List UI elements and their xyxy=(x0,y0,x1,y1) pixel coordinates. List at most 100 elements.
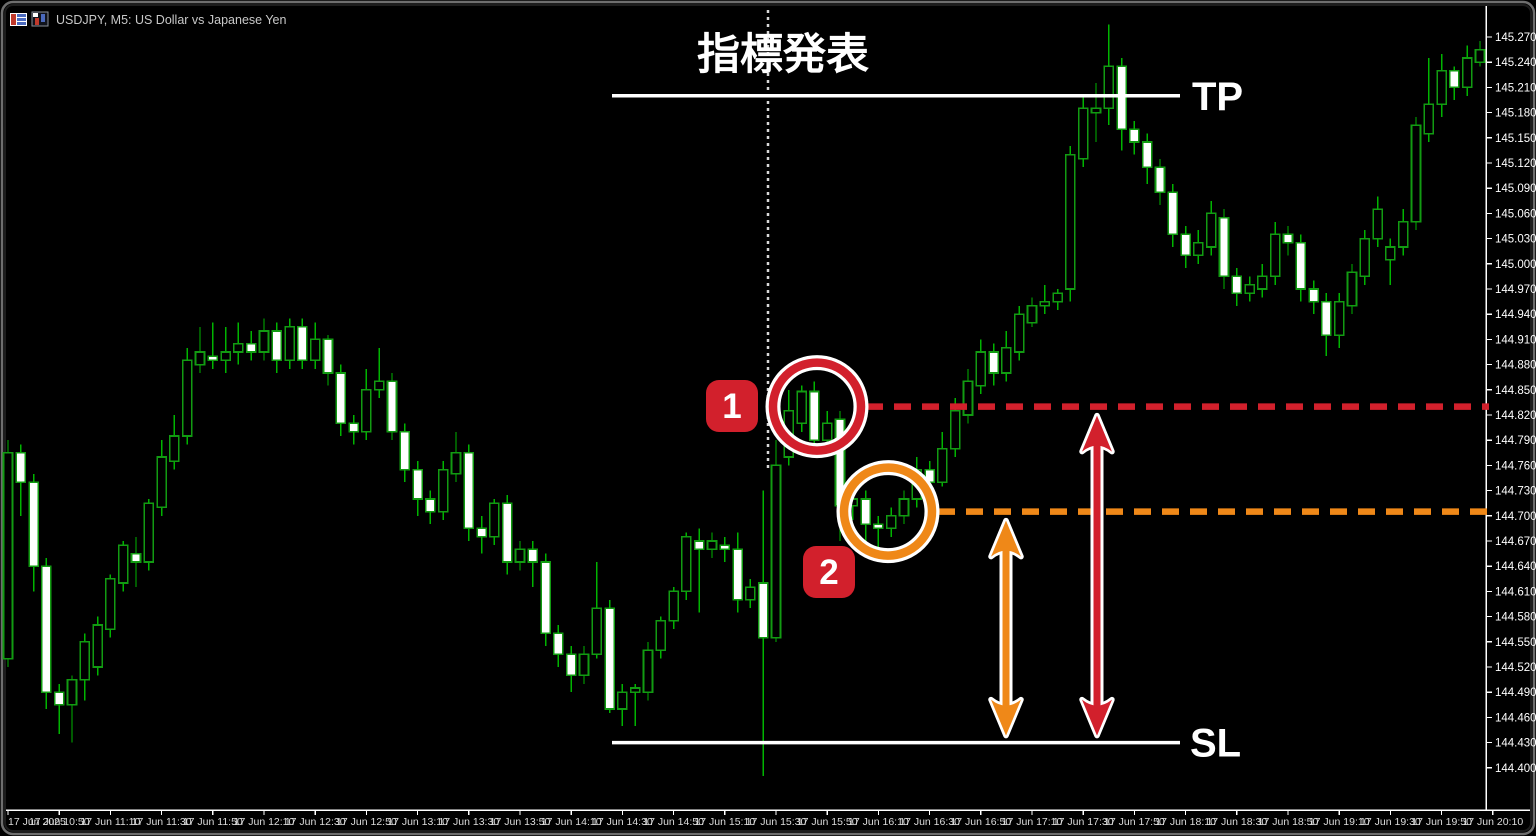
candle xyxy=(1397,209,1409,256)
candle xyxy=(1449,66,1460,100)
time-label: 17 Jun 12:50 xyxy=(336,816,397,828)
candle xyxy=(194,326,206,373)
candle xyxy=(1321,293,1332,357)
candle xyxy=(937,431,948,487)
candle xyxy=(233,322,244,365)
badge-1-label: 1 xyxy=(722,387,741,426)
candle xyxy=(41,557,52,709)
candle xyxy=(348,415,359,445)
time-label: 17 Jun 12:30 xyxy=(285,816,346,828)
candle xyxy=(220,326,231,373)
candle xyxy=(476,515,487,554)
time-label: 17 Jun 15:50 xyxy=(797,816,858,828)
candlestick-chart xyxy=(2,24,1486,777)
time-label: 17 Jun 18:50 xyxy=(1258,816,1319,828)
time-label: 17 Jun 10:50 xyxy=(29,816,90,828)
candle xyxy=(553,625,564,667)
candle xyxy=(732,532,743,613)
time-label: 17 Jun 18:30 xyxy=(1206,816,1267,828)
candle xyxy=(693,528,705,613)
candle xyxy=(1436,53,1447,117)
candle xyxy=(1039,284,1051,315)
candle xyxy=(1244,276,1255,302)
chart-list-icon xyxy=(10,13,27,26)
badge-1: 1 xyxy=(706,380,758,432)
candle xyxy=(1269,221,1281,285)
candle xyxy=(245,331,257,361)
time-label: 17 Jun 18:10 xyxy=(1155,816,1216,828)
candle xyxy=(1372,196,1383,247)
candle xyxy=(1026,297,1038,327)
price-label: 144.460 xyxy=(1495,712,1536,724)
price-label: 145.270 xyxy=(1495,32,1536,44)
candle xyxy=(117,541,129,592)
candlestick-window-icon xyxy=(31,11,49,27)
candle xyxy=(757,490,769,777)
time-label: 17 Jun 13:50 xyxy=(490,816,551,828)
time-label: 17 Jun 11:30 xyxy=(132,816,192,828)
candle xyxy=(66,675,78,743)
candle xyxy=(514,541,526,571)
candle xyxy=(578,646,590,684)
candle xyxy=(1282,226,1294,256)
candle xyxy=(1013,305,1025,361)
candle xyxy=(719,536,731,562)
candle xyxy=(1385,238,1396,285)
price-label: 144.970 xyxy=(1495,284,1536,296)
price-label: 145.210 xyxy=(1495,82,1536,94)
candle xyxy=(898,490,910,525)
candle xyxy=(1001,331,1012,382)
candle xyxy=(655,616,667,659)
candle xyxy=(399,423,411,483)
candle xyxy=(681,532,692,600)
time-label: 17 Jun 11:10 xyxy=(80,816,140,828)
time-label: 17 Jun 17:50 xyxy=(1104,816,1165,828)
time-label: 17 Jun 15:10 xyxy=(694,816,755,828)
candle xyxy=(1205,200,1217,256)
candle xyxy=(1218,209,1230,289)
candle xyxy=(1103,24,1115,126)
candle xyxy=(975,339,987,394)
candle xyxy=(297,318,308,369)
price-label: 144.670 xyxy=(1495,536,1536,548)
candle xyxy=(1180,226,1191,268)
red-risk-arrow xyxy=(1079,412,1115,739)
candle xyxy=(591,562,603,659)
price-label: 144.610 xyxy=(1495,586,1536,598)
candle xyxy=(540,553,551,646)
candle xyxy=(770,440,782,642)
badge-2: 2 xyxy=(803,546,855,598)
candle xyxy=(92,616,103,676)
time-label: 17 Jun 2025 xyxy=(8,816,66,828)
candle xyxy=(169,415,180,470)
candle xyxy=(335,364,347,436)
price-label: 144.730 xyxy=(1495,486,1536,498)
candle xyxy=(105,574,116,638)
candle xyxy=(258,318,270,361)
candle xyxy=(617,683,628,726)
candle xyxy=(1167,184,1179,247)
price-label: 144.850 xyxy=(1495,385,1536,397)
candle xyxy=(143,499,155,571)
candle xyxy=(885,507,897,537)
candle xyxy=(53,683,65,735)
candle xyxy=(1116,58,1127,151)
candle xyxy=(437,461,449,520)
candle xyxy=(1154,158,1166,205)
candle xyxy=(1052,289,1063,310)
time-label: 17 Jun 19:10 xyxy=(1309,816,1370,828)
price-label: 144.700 xyxy=(1495,511,1536,523)
price-label: 145.180 xyxy=(1495,108,1536,120)
time-label: 17 Jun 13:30 xyxy=(438,816,499,828)
price-label: 144.550 xyxy=(1495,637,1536,649)
candle xyxy=(373,347,385,399)
sl-label: SL xyxy=(1190,722,1241,766)
time-label: 17 Jun 14:30 xyxy=(592,816,653,828)
candle xyxy=(156,440,167,516)
candle xyxy=(15,444,27,516)
orange-risk-arrow xyxy=(988,517,1024,739)
candle xyxy=(361,368,372,441)
time-label: 17 Jun 14:10 xyxy=(541,816,602,828)
